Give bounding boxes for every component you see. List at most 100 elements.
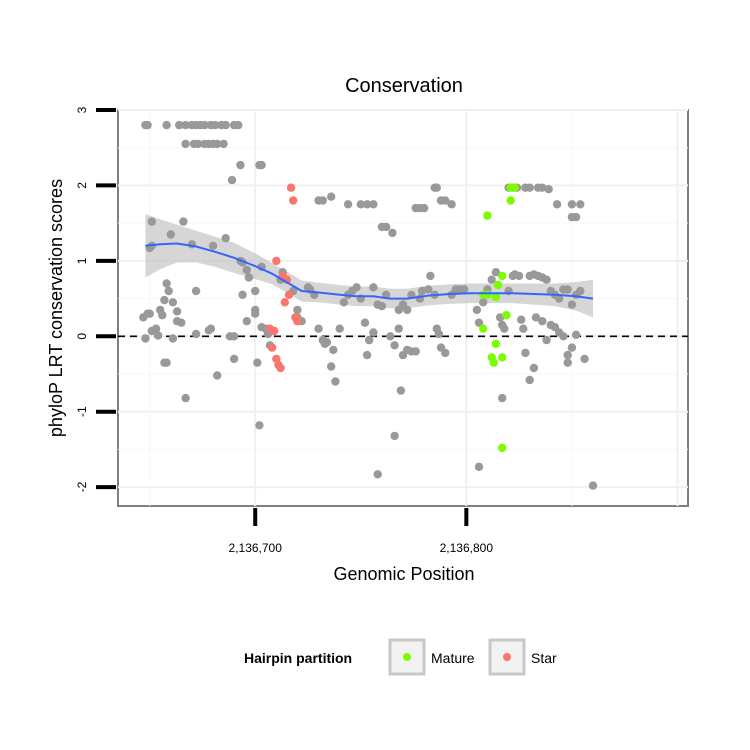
smooth-trend-line (145, 242, 594, 300)
data-point-other (434, 329, 444, 339)
data-point-other (576, 286, 585, 296)
data-point-other (390, 341, 399, 350)
data-point-other (365, 335, 374, 345)
data-point-other (145, 309, 154, 318)
data-point-other (206, 324, 216, 333)
data-point-mature (493, 280, 503, 290)
data-point-other (360, 318, 370, 327)
data-point-other (229, 354, 239, 364)
data-point-other (210, 120, 220, 130)
data-point-other (544, 185, 553, 194)
data-point-other (529, 363, 539, 373)
data-point-other (213, 139, 222, 149)
data-point-other (419, 203, 429, 213)
data-point-other (381, 222, 391, 232)
data-point-star (276, 363, 285, 373)
data-point-other (521, 348, 530, 358)
y-tick-label: -2 (75, 481, 89, 492)
y-axis: -2 -1 0 1 2 3 (75, 106, 116, 492)
x-axis-title: Genomic Position (333, 564, 474, 584)
data-point-other (331, 377, 340, 386)
data-point-other (571, 330, 581, 339)
data-point-other (314, 324, 323, 333)
y-tick-label: 1 (75, 257, 89, 264)
data-point-other (576, 200, 585, 209)
data-point-other (538, 183, 547, 192)
data-point-mature (506, 196, 515, 205)
data-point-other (559, 332, 568, 341)
data-point-other (179, 217, 188, 226)
data-point-other (219, 139, 228, 149)
data-point-mature (498, 443, 507, 453)
data-point-other (293, 305, 302, 315)
data-point-other (352, 283, 361, 292)
data-point-other (181, 120, 190, 130)
data-point-other (567, 200, 577, 209)
data-point-other (164, 286, 173, 296)
legend-swatch-mature (403, 653, 411, 661)
data-point-other (369, 283, 378, 292)
data-point-other (227, 175, 237, 185)
data-point-other (517, 315, 526, 324)
y-tick-label: 0 (75, 333, 89, 340)
legend: Hairpin partition Mature Star (244, 638, 557, 676)
data-point-other (166, 230, 175, 239)
data-point-mature (510, 183, 520, 192)
data-point-other (394, 324, 403, 333)
data-point-other (251, 286, 260, 296)
data-point-mature (479, 324, 488, 333)
data-point-other (200, 120, 209, 130)
data-point-other (160, 295, 169, 305)
data-point-other (213, 371, 222, 380)
y-tick-label: 3 (75, 106, 89, 113)
data-point-other (168, 298, 178, 307)
data-point-other (172, 317, 182, 326)
data-point-other (525, 375, 534, 385)
data-point-other (318, 196, 327, 205)
data-point-other (242, 265, 251, 275)
data-point-other (552, 200, 562, 209)
data-point-other (563, 285, 572, 294)
data-point-other (221, 120, 230, 130)
data-point-other (236, 160, 245, 170)
data-point-other (257, 160, 266, 170)
data-point-mature (502, 311, 511, 320)
data-point-other (432, 183, 441, 192)
y-axis-title: phyloP LRT conservation scores (46, 179, 66, 437)
data-point-other (229, 332, 239, 341)
data-point-other (460, 285, 469, 294)
x-tick-label: 2,136,700 (229, 541, 283, 555)
data-point-mature (483, 211, 492, 220)
data-point-other (194, 139, 203, 149)
data-point-mature (491, 292, 501, 302)
data-point-other (238, 290, 247, 299)
y-tick-label: 2 (75, 182, 89, 189)
data-point-star (293, 317, 302, 326)
data-point-other (335, 324, 344, 333)
data-point-other (390, 431, 399, 441)
data-point-other (362, 200, 372, 209)
data-point-other (567, 343, 577, 352)
data-point-other (563, 350, 572, 360)
data-point-other (162, 358, 171, 367)
data-point-mature (491, 339, 501, 348)
chart-title: Conservation (345, 75, 463, 97)
data-point-other (242, 317, 251, 326)
data-point-other (580, 354, 589, 364)
data-point-other (498, 393, 507, 403)
data-point-other (327, 192, 336, 201)
data-point-other (369, 200, 378, 209)
data-point-other (386, 332, 395, 341)
data-point-other (147, 217, 156, 226)
data-point-mature (498, 271, 507, 281)
data-point-other (479, 298, 488, 307)
data-point-other (571, 212, 581, 222)
data-point-other (143, 120, 152, 130)
data-point-other (153, 331, 163, 340)
data-point-other (181, 393, 190, 403)
data-point-other (251, 309, 260, 318)
data-point-other (141, 334, 150, 343)
data-point-other (168, 334, 178, 343)
data-point-other (588, 481, 598, 490)
